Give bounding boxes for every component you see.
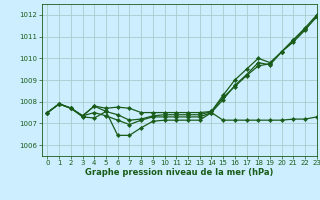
X-axis label: Graphe pression niveau de la mer (hPa): Graphe pression niveau de la mer (hPa): [85, 168, 273, 177]
